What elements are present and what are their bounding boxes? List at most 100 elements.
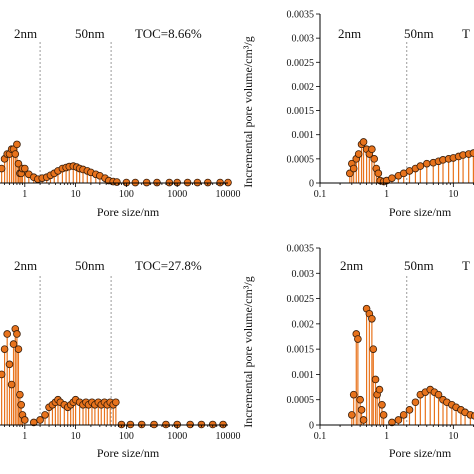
panel-4-x-tick-label: 1 (384, 431, 389, 442)
panel-4-y-tick-label: 0.0035 (287, 244, 315, 255)
panel-2-y-axis-title: Incremental pore volume/cm³/g (241, 36, 255, 188)
panel-1-data-point (13, 140, 21, 149)
panel-3-data-point (41, 411, 49, 419)
panel-4-toc-label: T (462, 258, 470, 273)
panel-3-data-point (0, 345, 9, 353)
panel-3-data-point (126, 420, 135, 429)
panel-3-data-point (162, 420, 170, 429)
panel-4-y-tick-label: 0 (309, 421, 314, 432)
panel-3-region-label-50nm: 50nm (75, 258, 105, 273)
panel-4-data-point (354, 335, 362, 343)
panel-2-data-point (368, 145, 376, 154)
panel-4-data-point (411, 398, 420, 407)
panel-2-y-tick-label: 0.0015 (287, 106, 315, 117)
panel-2-region-label-2nm: 2nm (338, 26, 361, 41)
panel-3-x-tick-label: 10 (71, 431, 81, 442)
panel-2-data-point (416, 162, 425, 170)
panel-2-region-label-50nm: 50nm (404, 26, 434, 41)
panel-3-data-point (186, 420, 194, 429)
panel-3-x-tick-label: 1 (22, 431, 27, 442)
panel-4-data-point (357, 406, 366, 414)
panel-3-x-tick-label: 1000 (167, 431, 187, 442)
panel-2-data-point (354, 150, 363, 158)
panel-1-x-tick-label: 100 (119, 189, 134, 200)
panel-4-data-point (471, 412, 474, 420)
panel-3-data-point (16, 390, 24, 399)
panel-4-y-tick-label: 0.0015 (287, 345, 315, 356)
panel-4-x-tick-label: 10 (448, 431, 458, 442)
panel-3-data-point (219, 420, 227, 429)
panel-3-data-point (0, 370, 6, 379)
panel-2-x-axis-title: Pore size/nm (389, 205, 452, 219)
panel-1-data-point (14, 159, 23, 168)
panel-2-y-tick-label: 0.0005 (287, 154, 315, 165)
panel-1-data-point (20, 164, 29, 173)
panel-4-data-point (434, 390, 443, 399)
panel-3-data-point (14, 345, 23, 353)
panel-2-data-point (423, 159, 431, 168)
panel-1-toc-label: TOC=8.66% (135, 26, 202, 41)
panel-2-data-point (346, 169, 354, 178)
panel-1-x-axis-title: Pore size/nm (97, 205, 160, 219)
panel-4-data-point (375, 385, 384, 394)
panel-2-data-point (374, 169, 383, 178)
panel-4-y-axis-title: Incremental pore volume/cm³/g (241, 276, 255, 428)
panel-4-data-point (359, 416, 368, 424)
panel-1-region-label-2nm: 2nm (14, 26, 37, 41)
panel-3-data-point (3, 330, 11, 338)
panel-4-data-point (368, 314, 376, 323)
panel-3-data-point (5, 360, 14, 369)
panel-4-data-point (369, 345, 378, 353)
panel-2-x-tick-label: 10 (448, 189, 458, 200)
panel-1-x-tick-label: 10000 (216, 189, 241, 200)
panel-2-data-point (388, 174, 396, 182)
panel-2-x-tick-label: 0.1 (314, 189, 327, 200)
panel-4-data-point (378, 400, 386, 409)
panel-3-data-point (117, 420, 126, 429)
panel-1-x-tick-label: 1 (22, 189, 27, 200)
panel-2-y-tick-label: 0.0035 (287, 10, 315, 21)
panel-4-data-point (371, 375, 380, 384)
panel-3-x-tick-label: 10000 (216, 431, 241, 442)
panel-3-data-point (137, 420, 146, 429)
panel-3-data-point (36, 416, 44, 424)
panel-4-data-point (348, 411, 356, 419)
panel-2-y-tick-label: 0.001 (292, 130, 315, 141)
panel-3-data-point (112, 398, 120, 407)
panel-2-y-tick-label: 0.003 (292, 34, 315, 45)
panel-4-data-point (388, 418, 396, 427)
panel-4-data-point (356, 395, 364, 404)
panel-3-data-point (17, 400, 26, 409)
panel-4-y-tick-label: 0.0005 (287, 395, 315, 406)
panel-1-region-label-50nm: 50nm (75, 26, 105, 41)
plot-layer: 1 10 100 1000 10000 0.1 1 1000.00050.0010.00150… (0, 10, 474, 442)
panel-4-region-label-50nm: 50nm (404, 258, 434, 273)
panel-4-data-point (399, 411, 408, 419)
panel-3-data-point (150, 420, 158, 429)
panel-4-data-point (379, 411, 388, 419)
panel-2-data-point (469, 149, 474, 157)
panel-1-data-point (113, 178, 121, 186)
panel-4-y-tick-label: 0.001 (292, 370, 315, 381)
panel-2-y-tick-label: 0 (309, 179, 314, 190)
panel-4-data-point (394, 416, 403, 424)
panel-2-toc-label: T (462, 26, 470, 41)
panel-3-toc-label: TOC=27.8% (135, 258, 202, 273)
panel-2-y-tick-label: 0.002 (292, 82, 315, 93)
panel-4-data-point (349, 390, 358, 399)
panel-3-data-point (29, 418, 38, 427)
panel-1-data-point (11, 150, 20, 158)
panel-2-x-tick-label: 1 (384, 189, 389, 200)
panel-2-data-point (349, 164, 358, 173)
panel-4-y-tick-label: 0.0025 (287, 294, 315, 305)
panel-3-data-point (20, 416, 29, 424)
panel-2-data-point (370, 155, 378, 163)
panel-3-data-point (13, 330, 21, 338)
panel-4-y-tick-label: 0.002 (292, 319, 315, 330)
panel-3-region-label-2nm: 2nm (14, 258, 37, 273)
panel-3-x-tick-label: 100 (119, 431, 134, 442)
panel-3-x-axis-title: Pore size/nm (97, 446, 160, 460)
panel-4-data-point (405, 406, 414, 414)
